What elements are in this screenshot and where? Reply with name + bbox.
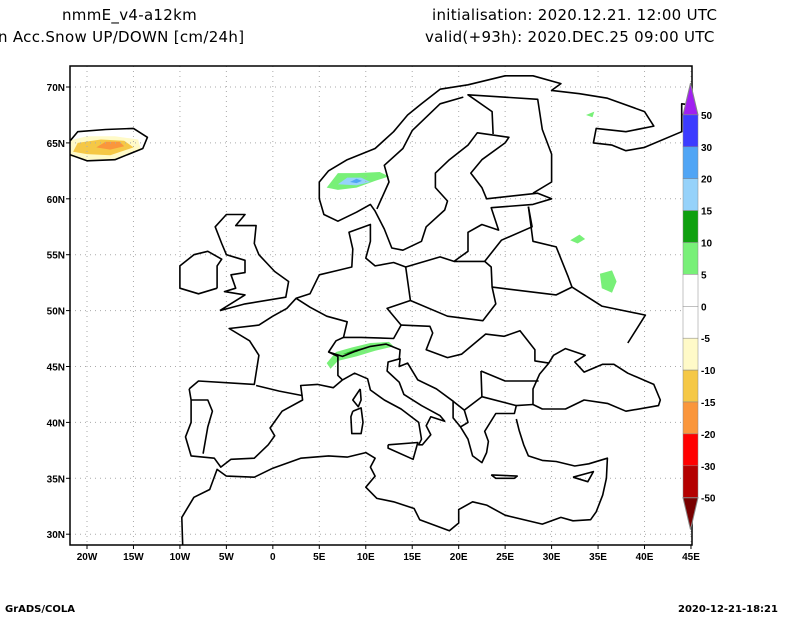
lat-tick-label: 60N	[47, 195, 65, 206]
snow-area	[599, 270, 617, 293]
lat-tick-label: 40N	[47, 418, 65, 429]
coastline-border	[527, 206, 573, 288]
coastline-border	[532, 347, 662, 413]
colorbar-label: 0	[701, 302, 707, 313]
colorbar-label: -30	[701, 462, 716, 473]
lat-tick-label: 70N	[47, 83, 65, 94]
lon-tick-label: 10E	[357, 552, 375, 563]
lon-tick-label: 35E	[589, 552, 607, 563]
valid-time: valid(+93h): 2020.DEC.25 09:00 UTC	[425, 28, 715, 46]
lon-tick-label: 25E	[496, 552, 514, 563]
coastline-border	[490, 474, 519, 480]
colorbar-segment	[682, 465, 699, 498]
colorbar-segment	[682, 114, 699, 148]
colorbar-segment	[682, 210, 699, 243]
colorbar-label: 15	[701, 207, 713, 218]
coastline-border	[351, 388, 362, 408]
colorbar-segment	[682, 401, 699, 435]
colorbar-label: -5	[701, 334, 710, 345]
coastline-border	[572, 470, 595, 483]
lon-tick-label: 15W	[123, 552, 144, 563]
field-title: n Acc.Snow UP/DOWN [cm/24h]	[0, 28, 245, 46]
lon-tick-label: 10W	[170, 552, 191, 563]
snow-area	[326, 341, 394, 369]
lon-tick-label: 5E	[313, 552, 326, 563]
map-frame	[69, 65, 693, 546]
coastline-border	[184, 357, 534, 468]
coastline-border	[376, 96, 464, 210]
colorbar-label: -50	[701, 494, 716, 505]
coastline-border	[492, 286, 647, 344]
snow-area	[586, 111, 595, 118]
lon-tick-label: 20W	[77, 552, 98, 563]
lon-tick-label: 30E	[543, 552, 561, 563]
colorbar-top-triangle	[682, 82, 699, 116]
colorbar-label: -10	[701, 366, 716, 377]
lat-tick-label: 65N	[47, 139, 65, 150]
coastline-border	[467, 94, 553, 194]
snow-area	[96, 141, 125, 150]
colorbar-label: -20	[701, 430, 716, 441]
coastline-border	[295, 297, 349, 381]
lon-tick-label: 45E	[682, 552, 700, 563]
coastline-border	[460, 409, 469, 428]
coastline-border	[481, 395, 517, 407]
colorbar-segment	[682, 242, 699, 275]
footer-credit: GrADS/COLA	[5, 604, 75, 615]
colorbar-label: 50	[701, 111, 713, 122]
coastline-border	[191, 399, 214, 454]
colorbar-segment	[682, 337, 699, 371]
coastline-border	[350, 407, 364, 435]
lat-tick-label: 45N	[47, 363, 65, 374]
lon-tick-label: 0	[270, 552, 276, 563]
lon-tick-label: 15E	[403, 552, 421, 563]
lat-tick-label: 35N	[47, 474, 65, 485]
model-title: nmmE_v4-a12km	[62, 6, 198, 24]
lat-tick-label: 50N	[47, 307, 65, 318]
coastline-border	[410, 260, 497, 322]
coastline-border	[214, 213, 290, 312]
colorbar-bottom-triangle	[682, 497, 699, 530]
colorbar-segment	[682, 306, 699, 339]
colorbar-segment	[682, 178, 699, 211]
coastline-border	[343, 266, 412, 340]
colorbar-label: 10	[701, 239, 713, 250]
lon-tick-label: 20E	[450, 552, 468, 563]
colorbar-segment	[682, 433, 699, 467]
colorbar-label: 20	[701, 175, 713, 186]
coastline-border	[480, 370, 539, 382]
coastline-border	[70, 127, 149, 162]
lat-tick-label: 30N	[47, 530, 65, 541]
coastline-border	[484, 206, 533, 262]
lon-tick-label: 5W	[219, 552, 235, 563]
snow-area	[350, 178, 362, 184]
colorbar-segment	[682, 369, 699, 403]
coastline-border	[401, 324, 549, 364]
colorbar-segment	[682, 274, 699, 307]
coastline-border	[452, 370, 483, 411]
coastline-border	[328, 343, 401, 360]
coastline-border	[181, 418, 609, 545]
coastline-border	[255, 384, 303, 397]
footer-timestamp: 2020-12-21-18:21	[678, 604, 778, 615]
coastline-border	[387, 441, 419, 461]
init-time: initialisation: 2020.12.21. 12:00 UTC	[432, 6, 718, 24]
map-area	[70, 66, 692, 545]
snow-area	[570, 234, 586, 244]
coastline-border	[188, 75, 692, 390]
lat-tick-label: 55N	[47, 251, 65, 262]
coastline-border	[179, 250, 223, 295]
colorbar-label: 30	[701, 143, 713, 154]
colorbar-label: -15	[701, 398, 716, 409]
colorbar-label: 5	[701, 270, 707, 281]
lon-tick-label: 40E	[636, 552, 654, 563]
colorbar-segment	[682, 146, 699, 179]
